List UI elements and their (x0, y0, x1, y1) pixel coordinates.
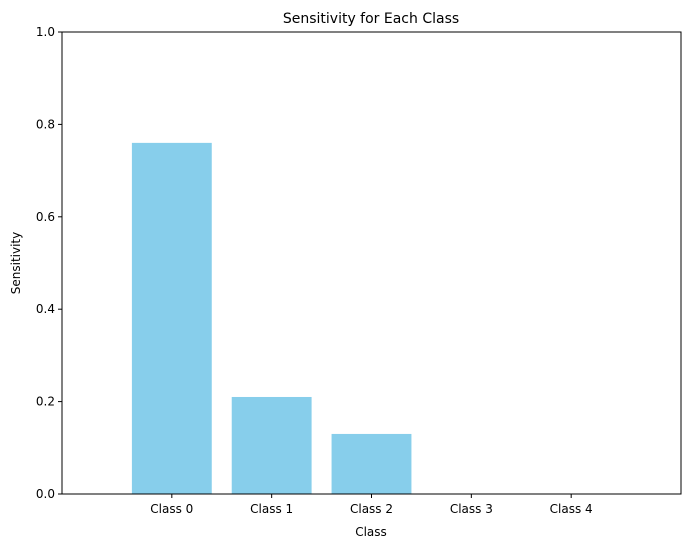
x-tick-label: Class 4 (550, 502, 593, 516)
y-tick-label: 0.8 (36, 117, 55, 131)
bar-class-0 (131, 142, 212, 494)
bar-class-2 (331, 433, 412, 494)
x-tick-label: Class 3 (450, 502, 493, 516)
x-tick-label: Class 0 (150, 502, 193, 516)
x-axis-ticks: Class 0 Class 1 Class 2 Class 3 Class 4 (150, 494, 593, 516)
y-tick-label: 1.0 (36, 25, 55, 39)
y-axis-ticks: 0.0 0.2 0.4 0.6 0.8 1.0 (36, 25, 62, 501)
y-tick-label: 0.0 (36, 487, 55, 501)
bars-layer (131, 142, 412, 494)
plot-frame (61, 31, 682, 495)
x-tick-label: Class 2 (350, 502, 393, 516)
chart-title: Sensitivity for Each Class (283, 11, 459, 27)
y-tick-label: 0.4 (36, 302, 55, 316)
y-tick-label: 0.6 (36, 210, 55, 224)
y-axis-label: Sensitivity (9, 232, 23, 294)
bar-class-1 (231, 396, 312, 494)
x-axis-label: Class (355, 525, 387, 539)
x-tick-label: Class 1 (250, 502, 293, 516)
y-tick-label: 0.2 (36, 395, 55, 409)
